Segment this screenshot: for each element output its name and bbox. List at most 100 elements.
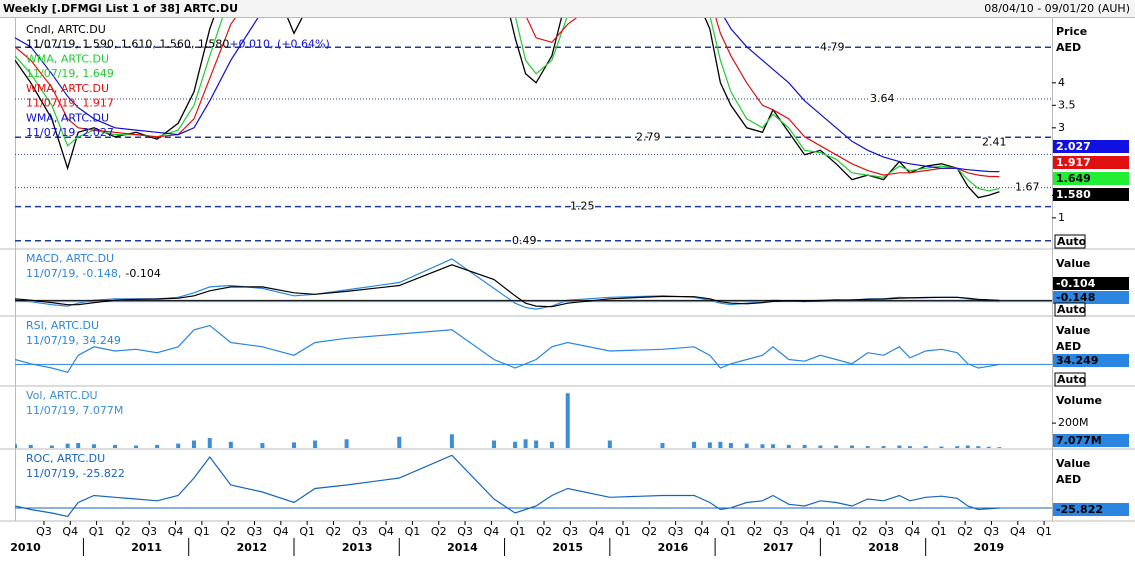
- legend-name: Cndl, ARTC.DU: [26, 23, 106, 36]
- value-box: [1053, 354, 1129, 367]
- series-line: [15, 324, 1000, 373]
- legend-name: Vol, ARTC.DU: [26, 389, 98, 402]
- plot-area: [15, 393, 1002, 448]
- legend-detail: 11/07/19, 7.077M: [26, 404, 123, 417]
- axis-label: Volume: [1056, 394, 1102, 407]
- x-tick-label: Q3: [247, 525, 263, 538]
- y-tick-label: 3.5: [1058, 98, 1076, 111]
- x-tick-label: Q1: [615, 525, 631, 538]
- x-tick-label: Q3: [141, 525, 157, 538]
- auto-button-label[interactable]: Auto: [1057, 235, 1087, 248]
- volume-bar: [291, 442, 296, 448]
- volume-bar: [939, 446, 944, 448]
- x-tick-label: Q1: [405, 525, 421, 538]
- axis-unit: AED: [1056, 340, 1081, 353]
- legend-detail: 11/07/19, 34.249: [26, 334, 121, 347]
- x-tick-label: Q2: [115, 525, 131, 538]
- x-tick-label: Q4: [378, 525, 394, 538]
- y-tick-label: 1: [1058, 211, 1065, 224]
- series-line: [15, 454, 1000, 518]
- volume-bar: [155, 444, 160, 448]
- x-tick-label: Q4: [168, 525, 184, 538]
- value-box-label: 1.649: [1056, 172, 1091, 185]
- legend-change: +0.010, (+0.64%): [229, 38, 329, 51]
- volume-bar: [771, 444, 776, 448]
- plot-area: [15, 258, 1052, 310]
- volume-bar: [849, 445, 854, 448]
- level-label: 2.79: [636, 130, 661, 143]
- x-tick-label: Q4: [589, 525, 605, 538]
- legend-detail: 11/07/19, -25.822: [26, 467, 125, 480]
- level-label: 4.79: [820, 40, 845, 53]
- volume-bar: [191, 440, 196, 448]
- x-tick-label: Q1: [826, 525, 842, 538]
- volume-bar: [607, 440, 612, 448]
- y-tick-label: 200M: [1058, 416, 1089, 429]
- axis-label: Value: [1056, 324, 1090, 337]
- volume-bar: [865, 446, 870, 448]
- volume-bar: [513, 441, 518, 448]
- volume-bar: [907, 446, 912, 448]
- plot-area: [15, 454, 1052, 518]
- x-tick-label: Q3: [36, 525, 52, 538]
- x-tick-label: Q1: [194, 525, 210, 538]
- x-tick-label: Q4: [484, 525, 500, 538]
- value-box-label: 7.077M: [1056, 434, 1102, 447]
- plot-area: [15, 18, 1052, 242]
- volume-bar: [923, 446, 928, 448]
- auto-button[interactable]: [1054, 372, 1086, 387]
- volume-bar: [344, 439, 349, 448]
- value-box-label: 2.027: [1056, 140, 1091, 153]
- year-label: 2019: [974, 541, 1005, 554]
- x-tick-label: Q1: [720, 525, 736, 538]
- volume-bar: [786, 444, 791, 448]
- axis-label: Value: [1056, 457, 1090, 470]
- year-label: 2012: [237, 541, 268, 554]
- x-tick-label: Q2: [641, 525, 657, 538]
- legend-name: WMA, ARTC.DU: [26, 82, 109, 95]
- auto-button-label[interactable]: Auto: [1057, 303, 1087, 316]
- x-tick-label: Q1: [1036, 525, 1052, 538]
- x-tick-label: Q1: [931, 525, 947, 538]
- volume-bar: [986, 446, 991, 448]
- volume-bar: [534, 440, 539, 448]
- volume-bar: [760, 444, 765, 448]
- auto-button[interactable]: [1054, 302, 1086, 317]
- series-line: [15, 18, 1000, 178]
- x-tick-label: Q3: [352, 525, 368, 538]
- year-label: 2015: [552, 541, 583, 554]
- x-tick-label: Q2: [747, 525, 763, 538]
- level-label: 0.49: [512, 234, 537, 247]
- x-tick-label: Q4: [694, 525, 710, 538]
- header-bar: [0, 0, 1135, 17]
- x-tick-label: Q4: [905, 525, 921, 538]
- volume-bar: [718, 441, 723, 448]
- volume-bar: [955, 446, 960, 448]
- x-tick-label: Q2: [957, 525, 973, 538]
- legend-detail: 11/07/19, 1.917: [26, 97, 114, 110]
- legend-detail: 11/07/19, 1.649: [26, 67, 114, 80]
- year-label: 2018: [868, 541, 899, 554]
- panel-borders: [0, 17, 1135, 522]
- year-label: 2013: [342, 541, 373, 554]
- value-box-label: -25.822: [1056, 503, 1103, 516]
- legend-name: ROC, ARTC.DU: [26, 452, 105, 465]
- auto-button-label[interactable]: Auto: [1057, 373, 1087, 386]
- volume-bar: [744, 443, 749, 448]
- year-label: 2011: [131, 541, 162, 554]
- value-box-label: -0.104: [1056, 277, 1096, 290]
- x-tick-label: Q2: [431, 525, 447, 538]
- series-line: [15, 18, 1000, 192]
- volume-bar: [28, 444, 33, 448]
- volume-bar: [492, 440, 497, 448]
- value-box-label: 1.580: [1056, 188, 1091, 201]
- x-tick-label: Q3: [563, 525, 579, 538]
- volume-bar: [549, 441, 554, 448]
- y-tick-label: 3: [1058, 121, 1065, 134]
- value-box: [1053, 140, 1129, 153]
- volume-bar: [728, 443, 733, 448]
- volume-bar: [660, 443, 665, 448]
- axis-unit: AED: [1056, 473, 1081, 486]
- auto-button[interactable]: [1054, 234, 1086, 249]
- axis-unit: AED: [1056, 41, 1081, 54]
